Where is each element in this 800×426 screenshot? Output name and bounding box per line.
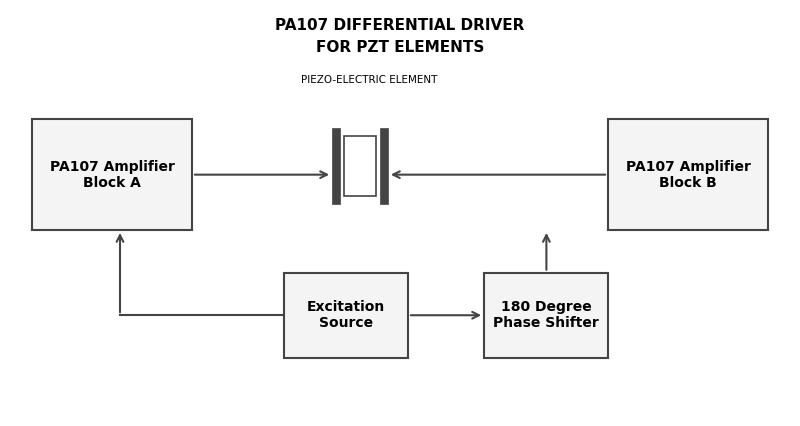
Bar (32, 119, 192, 230)
Bar (608, 119, 768, 230)
Text: PA107 Amplifier
Block A: PA107 Amplifier Block A (50, 160, 174, 190)
Text: 180 Degree
Phase Shifter: 180 Degree Phase Shifter (493, 300, 599, 330)
Bar (344, 136, 376, 196)
Text: PA107 Amplifier
Block B: PA107 Amplifier Block B (626, 160, 750, 190)
Bar (484, 273, 608, 358)
Text: Excitation
Source: Excitation Source (307, 300, 385, 330)
Bar (332, 128, 340, 204)
Bar (284, 273, 408, 358)
Text: PIEZO-ELECTRIC ELEMENT: PIEZO-ELECTRIC ELEMENT (302, 75, 438, 85)
Bar (380, 128, 388, 204)
Text: PA107 DIFFERENTIAL DRIVER
FOR PZT ELEMENTS: PA107 DIFFERENTIAL DRIVER FOR PZT ELEMEN… (275, 17, 525, 55)
